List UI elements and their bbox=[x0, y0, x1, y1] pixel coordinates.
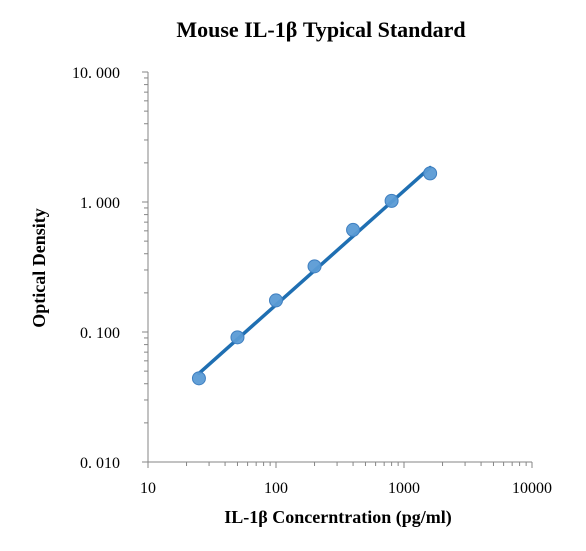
axes-layer bbox=[147, 72, 532, 463]
data-point bbox=[191, 371, 206, 386]
data-point bbox=[307, 259, 322, 274]
y-tick-label: 1. 000 bbox=[80, 195, 120, 212]
x-tick-label: 10000 bbox=[512, 480, 552, 497]
y-tick-label: 0. 100 bbox=[80, 325, 120, 342]
data-point bbox=[346, 222, 361, 237]
x-tick-label: 1000 bbox=[388, 480, 420, 497]
x-axis-label: IL-1β Concerntration (pg/ml) bbox=[224, 507, 451, 528]
ticks-layer: 10 100 1000 10000 0. 010 0. 100 1. 000 10. 000 bbox=[72, 65, 552, 497]
y-tick-label: 0. 010 bbox=[80, 455, 120, 472]
data-point bbox=[423, 166, 438, 181]
x-tick-label: 10 bbox=[140, 480, 156, 497]
y-tick-label: 10. 000 bbox=[72, 65, 120, 82]
data-point bbox=[230, 330, 245, 345]
x-tick-label: 100 bbox=[264, 480, 288, 497]
y-axis-label: Optical Density bbox=[29, 208, 49, 328]
marks-layer bbox=[191, 165, 438, 386]
chart-title: Mouse IL-1β Typical Standard bbox=[176, 17, 465, 42]
data-point bbox=[384, 193, 399, 208]
data-point bbox=[269, 293, 283, 308]
